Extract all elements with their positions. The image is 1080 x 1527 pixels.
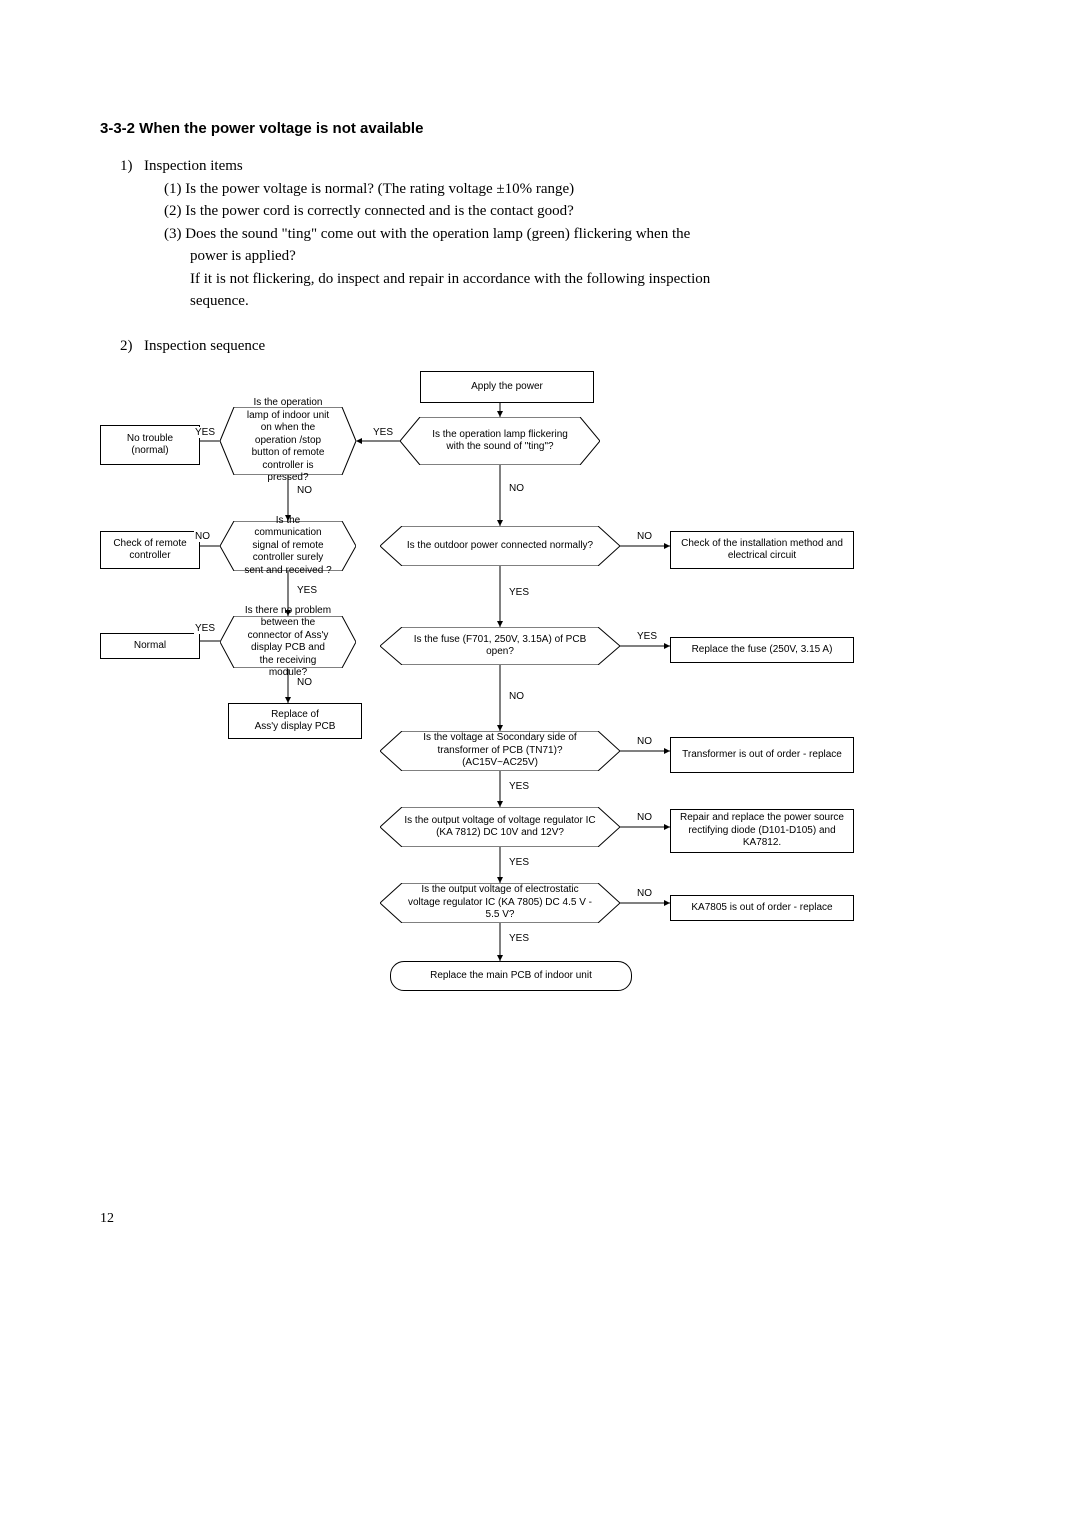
lbl-no-5: NO xyxy=(636,531,653,542)
seq-heading: Inspection sequence xyxy=(144,338,265,354)
item-3b: power is applied? xyxy=(120,245,980,268)
lbl-no-6: NO xyxy=(508,691,525,702)
node-check-install: Check of the installation method and ele… xyxy=(670,531,854,569)
lbl-yes-5: YES xyxy=(508,587,530,598)
node-q-connector: Is there no problem between the connecto… xyxy=(220,616,356,668)
node-q-trans: Is the voltage at Socondary side of tran… xyxy=(380,731,620,771)
lbl-yes-7: YES xyxy=(508,781,530,792)
lbl-no-1: NO xyxy=(296,485,313,496)
node-q-reg5: Is the output voltage of electrostatic v… xyxy=(380,883,620,923)
node-no-trouble: No trouble (normal) xyxy=(100,425,200,465)
flowchart: Apply the power Is the operation lamp fl… xyxy=(100,371,980,1091)
list-num-2: 2) xyxy=(120,335,144,358)
lbl-yes-8: YES xyxy=(508,857,530,868)
item-3c: If it is not flickering, do inspect and … xyxy=(120,268,980,291)
section-title: 3-3-2 When the power voltage is not avai… xyxy=(100,120,980,137)
node-check-remote: Check of remote controller xyxy=(100,531,200,569)
lbl-no-2: NO xyxy=(194,531,211,542)
item-2: (2) Is the power cord is correctly conne… xyxy=(120,200,980,223)
item-1: (1) Is the power voltage is normal? (The… xyxy=(120,178,980,201)
lbl-yes-4: YES xyxy=(194,623,216,634)
lbl-yes-1: YES xyxy=(372,427,394,438)
lbl-yes-9: YES xyxy=(508,933,530,944)
item-3d: sequence. xyxy=(120,290,980,313)
node-q-lamp-on: Is the operation lamp of indoor unit on … xyxy=(220,407,356,475)
node-replace-main: Replace the main PCB of indoor unit xyxy=(390,961,632,991)
list-num-1: 1) xyxy=(120,155,144,178)
lbl-no-7: NO xyxy=(636,736,653,747)
items-heading: Inspection items xyxy=(144,158,243,174)
node-replace-disp: Replace of Ass'y display PCB xyxy=(228,703,362,739)
node-q-outdoor: Is the outdoor power connected normally? xyxy=(380,526,620,566)
sequence-heading-row: 2)Inspection sequence xyxy=(100,335,980,358)
lbl-yes-2: YES xyxy=(194,427,216,438)
node-q-comm: Is the communication signal of remote co… xyxy=(220,521,356,571)
node-q-lamp-ting: Is the operation lamp flickering with th… xyxy=(400,417,600,465)
node-replace-fuse: Replace the fuse (250V, 3.15 A) xyxy=(670,637,854,663)
lbl-no-9: NO xyxy=(636,888,653,899)
lbl-no-3: NO xyxy=(296,677,313,688)
node-q-reg12: Is the output voltage of voltage regulat… xyxy=(380,807,620,847)
lbl-no-4: NO xyxy=(508,483,525,494)
node-q-fuse: Is the fuse (F701, 250V, 3.15A) of PCB o… xyxy=(380,627,620,665)
node-repair-diode: Repair and replace the power source rect… xyxy=(670,809,854,853)
inspection-items: 1)Inspection items (1) Is the power volt… xyxy=(100,155,980,313)
item-3a: (3) Does the sound "ting" come out with … xyxy=(120,223,980,246)
node-trans-out: Transformer is out of order - replace xyxy=(670,737,854,773)
page-number: 12 xyxy=(100,1211,114,1227)
node-start: Apply the power xyxy=(420,371,594,403)
lbl-no-8: NO xyxy=(636,812,653,823)
node-normal: Normal xyxy=(100,633,200,659)
lbl-yes-3: YES xyxy=(296,585,318,596)
node-ka7805: KA7805 is out of order - replace xyxy=(670,895,854,921)
lbl-yes-6: YES xyxy=(636,631,658,642)
